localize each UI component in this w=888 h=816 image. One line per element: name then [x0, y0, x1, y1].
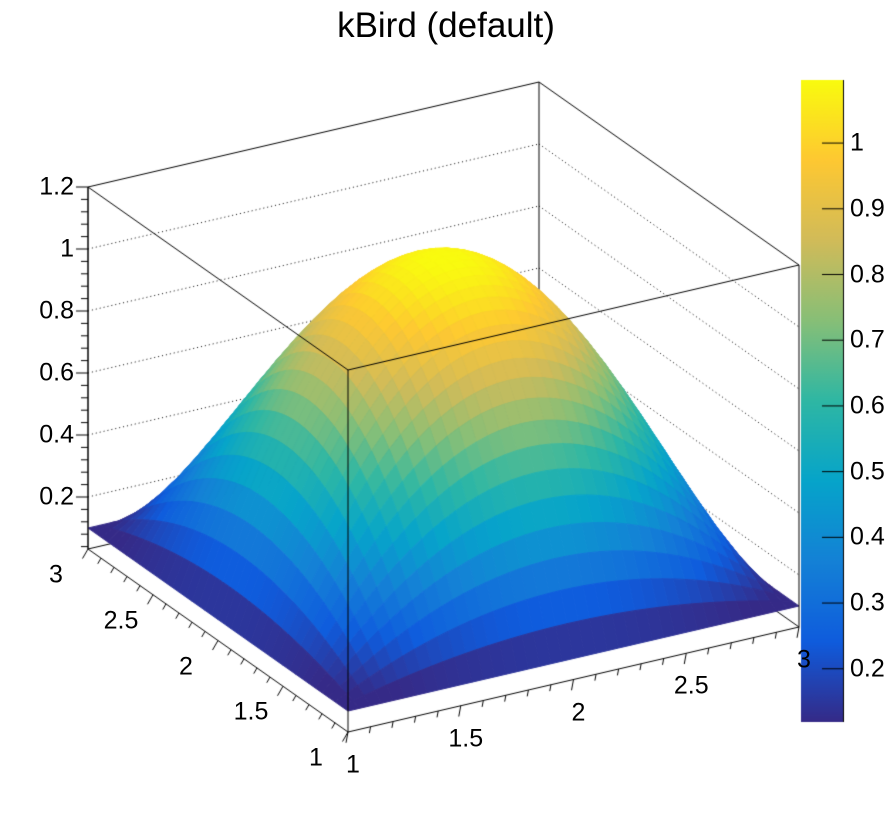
plot-title: kBird (default)	[337, 6, 555, 45]
